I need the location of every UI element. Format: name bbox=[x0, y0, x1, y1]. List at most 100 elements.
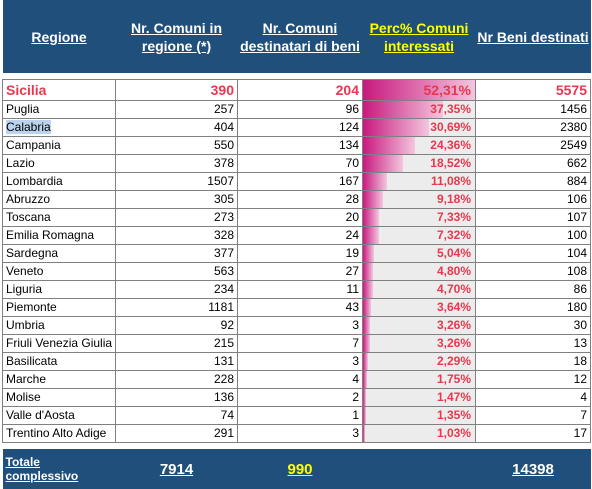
cell-comuni[interactable]: 328 bbox=[115, 226, 238, 245]
totals-label[interactable]: Totale complessivo bbox=[2, 449, 116, 489]
cell-perc[interactable]: 1,35% bbox=[362, 406, 476, 425]
cell-beni[interactable]: 7 bbox=[475, 406, 591, 425]
cell-beni[interactable]: 4 bbox=[475, 388, 591, 407]
totals-beni[interactable]: 14398 bbox=[475, 449, 591, 489]
cell-comuni[interactable]: 92 bbox=[115, 316, 238, 335]
cell-perc[interactable]: 1,75% bbox=[362, 370, 476, 389]
cell-regione[interactable]: Lazio bbox=[2, 154, 116, 173]
cell-destinatari[interactable]: 3 bbox=[237, 424, 363, 443]
cell-destinatari[interactable]: 3 bbox=[237, 316, 363, 335]
cell-beni[interactable]: 180 bbox=[475, 298, 591, 317]
cell-beni[interactable]: 13 bbox=[475, 334, 591, 353]
cell-perc[interactable]: 18,52% bbox=[362, 154, 476, 173]
cell-perc[interactable]: 52,31% bbox=[362, 79, 476, 101]
cell-destinatari[interactable]: 134 bbox=[237, 136, 363, 155]
cell-beni[interactable]: 100 bbox=[475, 226, 591, 245]
cell-regione[interactable]: Calabria bbox=[2, 118, 116, 137]
cell-perc[interactable]: 3,26% bbox=[362, 316, 476, 335]
cell-beni[interactable]: 17 bbox=[475, 424, 591, 443]
cell-destinatari[interactable]: 167 bbox=[237, 172, 363, 191]
cell-regione[interactable]: Liguria bbox=[2, 280, 116, 299]
cell-perc[interactable]: 1,03% bbox=[362, 424, 476, 443]
cell-comuni[interactable]: 273 bbox=[115, 208, 238, 227]
header-comuni-destinatari[interactable]: Nr. Comuni destinatari di beni bbox=[237, 0, 363, 73]
cell-perc[interactable]: 4,80% bbox=[362, 262, 476, 281]
totals-comuni[interactable]: 7914 bbox=[115, 449, 238, 489]
cell-regione[interactable]: Campania bbox=[2, 136, 116, 155]
cell-destinatari[interactable]: 11 bbox=[237, 280, 363, 299]
cell-comuni[interactable]: 550 bbox=[115, 136, 238, 155]
cell-destinatari[interactable]: 20 bbox=[237, 208, 363, 227]
cell-comuni[interactable]: 563 bbox=[115, 262, 238, 281]
cell-regione[interactable]: Abruzzo bbox=[2, 190, 116, 209]
cell-beni[interactable]: 106 bbox=[475, 190, 591, 209]
cell-beni[interactable]: 884 bbox=[475, 172, 591, 191]
cell-comuni[interactable]: 131 bbox=[115, 352, 238, 371]
header-perc-comuni[interactable]: Perc% Comuni interessati bbox=[362, 0, 476, 73]
cell-regione[interactable]: Sardegna bbox=[2, 244, 116, 263]
cell-regione[interactable]: Emilia Romagna bbox=[2, 226, 116, 245]
cell-beni[interactable]: 107 bbox=[475, 208, 591, 227]
cell-destinatari[interactable]: 7 bbox=[237, 334, 363, 353]
cell-regione[interactable]: Lombardia bbox=[2, 172, 116, 191]
cell-comuni[interactable]: 404 bbox=[115, 118, 238, 137]
cell-beni[interactable]: 5575 bbox=[475, 79, 591, 101]
cell-comuni[interactable]: 257 bbox=[115, 100, 238, 119]
cell-regione[interactable]: Toscana bbox=[2, 208, 116, 227]
cell-destinatari[interactable]: 70 bbox=[237, 154, 363, 173]
cell-perc[interactable]: 7,32% bbox=[362, 226, 476, 245]
cell-comuni[interactable]: 1181 bbox=[115, 298, 238, 317]
cell-regione[interactable]: Veneto bbox=[2, 262, 116, 281]
cell-destinatari[interactable]: 24 bbox=[237, 226, 363, 245]
cell-beni[interactable]: 104 bbox=[475, 244, 591, 263]
cell-comuni[interactable]: 136 bbox=[115, 388, 238, 407]
cell-comuni[interactable]: 305 bbox=[115, 190, 238, 209]
cell-comuni[interactable]: 1507 bbox=[115, 172, 238, 191]
cell-comuni[interactable]: 234 bbox=[115, 280, 238, 299]
cell-perc[interactable]: 11,08% bbox=[362, 172, 476, 191]
cell-comuni[interactable]: 291 bbox=[115, 424, 238, 443]
cell-perc[interactable]: 3,64% bbox=[362, 298, 476, 317]
cell-comuni[interactable]: 378 bbox=[115, 154, 238, 173]
cell-beni[interactable]: 2380 bbox=[475, 118, 591, 137]
cell-regione[interactable]: Valle d'Aosta bbox=[2, 406, 116, 425]
header-comuni-in-regione[interactable]: Nr. Comuni in regione (*) bbox=[115, 0, 238, 73]
cell-destinatari[interactable]: 96 bbox=[237, 100, 363, 119]
cell-beni[interactable]: 86 bbox=[475, 280, 591, 299]
header-nr-beni[interactable]: Nr Beni destinati bbox=[475, 0, 591, 73]
cell-comuni[interactable]: 377 bbox=[115, 244, 238, 263]
cell-destinatari[interactable]: 204 bbox=[237, 79, 363, 101]
cell-perc[interactable]: 24,36% bbox=[362, 136, 476, 155]
cell-regione[interactable]: Umbria bbox=[2, 316, 116, 335]
cell-beni[interactable]: 108 bbox=[475, 262, 591, 281]
cell-regione[interactable]: Sicilia bbox=[2, 79, 116, 101]
cell-perc[interactable]: 7,33% bbox=[362, 208, 476, 227]
cell-destinatari[interactable]: 1 bbox=[237, 406, 363, 425]
cell-beni[interactable]: 1456 bbox=[475, 100, 591, 119]
cell-comuni[interactable]: 390 bbox=[115, 79, 238, 101]
cell-destinatari[interactable]: 4 bbox=[237, 370, 363, 389]
totals-destinatari[interactable]: 990 bbox=[237, 449, 363, 489]
cell-regione[interactable]: Puglia bbox=[2, 100, 116, 119]
cell-perc[interactable]: 2,29% bbox=[362, 352, 476, 371]
cell-perc[interactable]: 9,18% bbox=[362, 190, 476, 209]
cell-beni[interactable]: 662 bbox=[475, 154, 591, 173]
header-regione[interactable]: Regione bbox=[2, 0, 116, 73]
cell-beni[interactable]: 2549 bbox=[475, 136, 591, 155]
cell-destinatari[interactable]: 27 bbox=[237, 262, 363, 281]
cell-destinatari[interactable]: 19 bbox=[237, 244, 363, 263]
cell-regione[interactable]: Marche bbox=[2, 370, 116, 389]
cell-perc[interactable]: 30,69% bbox=[362, 118, 476, 137]
cell-destinatari[interactable]: 43 bbox=[237, 298, 363, 317]
cell-beni[interactable]: 18 bbox=[475, 352, 591, 371]
cell-regione[interactable]: Trentino Alto Adige bbox=[2, 424, 116, 443]
cell-comuni[interactable]: 228 bbox=[115, 370, 238, 389]
cell-perc[interactable]: 4,70% bbox=[362, 280, 476, 299]
cell-perc[interactable]: 1,47% bbox=[362, 388, 476, 407]
cell-beni[interactable]: 30 bbox=[475, 316, 591, 335]
cell-regione[interactable]: Basilicata bbox=[2, 352, 116, 371]
cell-regione[interactable]: Molise bbox=[2, 388, 116, 407]
totals-perc-empty[interactable] bbox=[362, 449, 476, 489]
cell-regione[interactable]: Friuli Venezia Giulia bbox=[2, 334, 116, 353]
cell-destinatari[interactable]: 28 bbox=[237, 190, 363, 209]
